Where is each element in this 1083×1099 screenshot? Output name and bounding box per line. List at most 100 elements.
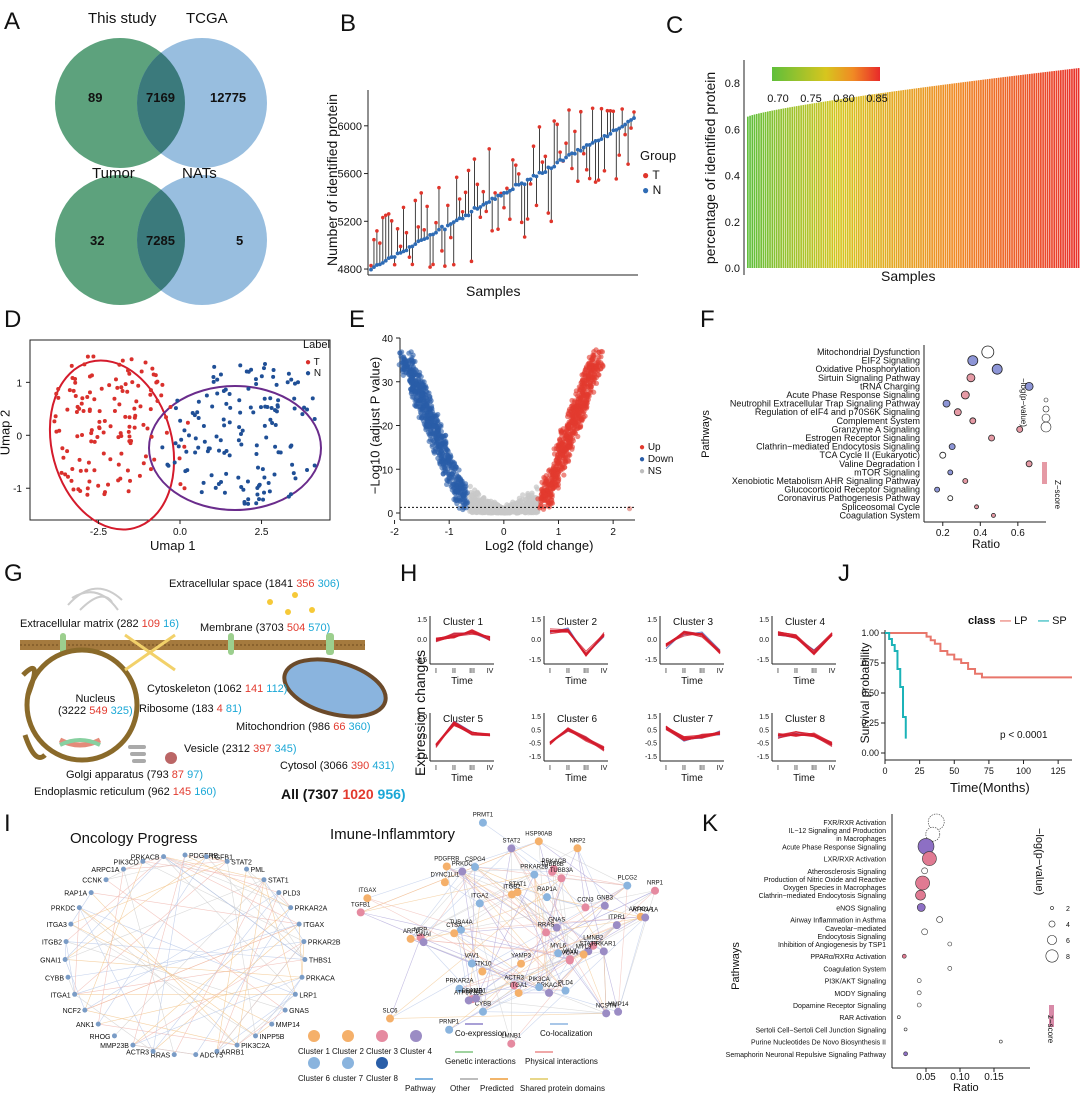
umap-point-t [59, 470, 64, 475]
legend-item-down: ● Down [639, 454, 674, 465]
umap-point-n [221, 388, 226, 393]
umap-point-n [239, 442, 244, 447]
network-edge [454, 916, 641, 934]
umap-point-t [95, 435, 100, 440]
umap-point-n [260, 467, 265, 472]
umap-point-n [273, 444, 278, 449]
bar [1055, 70, 1058, 269]
legend-item-lp: — LP [1000, 615, 1028, 627]
x-tick-label: IV [601, 668, 608, 675]
umap-point-t [117, 402, 122, 407]
umap-point-t [101, 451, 106, 456]
network-edge [474, 866, 628, 886]
normal-point [499, 193, 503, 198]
volcano-point-up [576, 419, 582, 425]
legend-cluster-label: Cluster 2 [332, 1047, 365, 1056]
normal-point [605, 134, 610, 139]
y-tick-label: 0.00 [861, 748, 879, 758]
volcano-point-up [539, 486, 545, 492]
umap-point-n [296, 380, 301, 385]
network-edge [163, 856, 291, 908]
umap-point-t [82, 362, 87, 367]
cluster-trend-line [549, 631, 605, 654]
umap-point-n [258, 405, 263, 410]
legend-cluster-marker [342, 1057, 354, 1069]
umap-point-t [148, 388, 153, 393]
bar [980, 79, 982, 269]
umap-point-t [159, 393, 164, 398]
network-edge [97, 869, 124, 1025]
umap-point-n [202, 439, 207, 444]
umap-point-n [254, 452, 259, 457]
gene-label: PRKDC [452, 862, 474, 868]
network-node [386, 1014, 395, 1023]
bar [844, 98, 847, 268]
umap-point-n [292, 381, 297, 386]
colorbar [772, 67, 880, 81]
survival-curve-sp [885, 632, 907, 739]
pathway-label: eNOS Signaling [836, 905, 886, 912]
umap-point-n [290, 462, 295, 467]
x-tick-label: II [794, 668, 798, 675]
legend-edge-label: Co-localization [540, 1029, 592, 1038]
umap-point-t [136, 383, 141, 388]
venn-bottom-left-title: Tumor [92, 165, 135, 182]
network-node [261, 877, 267, 883]
umap-point-n [196, 445, 201, 450]
gene-label: LAMP1 [466, 989, 486, 995]
x-axis-label: Time [793, 676, 815, 687]
volcano-point-down [440, 471, 446, 477]
network-node [88, 890, 94, 896]
network-node [471, 863, 480, 872]
gene-label: ITGAX [358, 888, 376, 894]
bar [929, 86, 931, 268]
y-tick-label: 0.75 [861, 658, 879, 668]
umap-point-t [77, 457, 82, 462]
size-legend-label: 4 [1066, 922, 1070, 929]
bar [802, 104, 805, 268]
pathway-bubble [925, 826, 941, 842]
volcano-point-up [542, 497, 548, 503]
bar [791, 106, 794, 268]
y-tick-label: 0.0 [759, 637, 769, 644]
pathway-bubble [915, 875, 930, 891]
umap-point-n [254, 443, 259, 448]
pathway-label: Coagulation System [823, 966, 886, 973]
network-node [302, 956, 308, 962]
umap-point-n [273, 422, 278, 427]
umap-point-t [155, 398, 160, 403]
y-tick-label: 20 [382, 422, 394, 433]
network-node [288, 905, 294, 911]
tumor-point [525, 217, 530, 221]
gene-label: VAV1 [465, 954, 480, 960]
bar [826, 101, 829, 268]
tumor-point [410, 262, 415, 267]
volcano-point-up [565, 453, 571, 459]
gene-label: YAMP3 [511, 954, 532, 960]
compartment-cytosol: Cytosol (3066 390 431) [280, 760, 395, 772]
umap-point-t [54, 391, 59, 396]
pathway-bubble [991, 363, 1003, 375]
tumor-point [552, 119, 557, 123]
normal-point [617, 126, 622, 131]
umap-point-n [176, 444, 181, 449]
volcano-point-down [401, 364, 407, 371]
volcano-point-down [463, 505, 469, 511]
pathway-label: Purine Nucleotides De Novo Biosynthesis … [751, 1040, 886, 1047]
umap-point-t [150, 366, 155, 371]
tumor-point [614, 177, 619, 181]
network-node [467, 959, 476, 968]
network-node [440, 878, 449, 887]
vesicle-icon [165, 752, 177, 764]
network-edge [367, 897, 550, 994]
normal-point [454, 218, 459, 223]
network-node [478, 967, 487, 976]
bar [775, 109, 778, 268]
bar [840, 98, 842, 269]
volcano-point-down [457, 481, 464, 487]
normal-point [602, 133, 607, 138]
volcano-point-up [595, 372, 601, 378]
pathway-bubble [969, 417, 977, 425]
gene-label: LMNB1 [501, 1034, 522, 1040]
umap-point-n [190, 410, 195, 415]
